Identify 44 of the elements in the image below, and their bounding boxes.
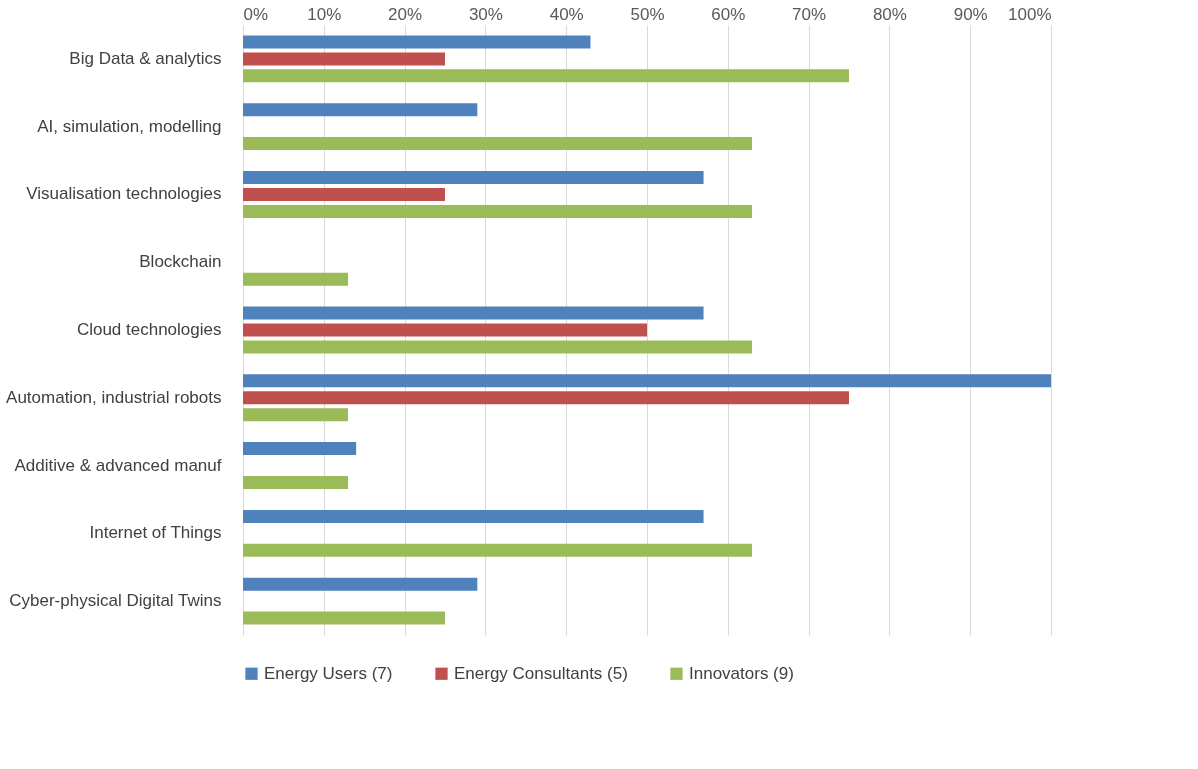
x-tick-label: 0% xyxy=(243,4,269,24)
bar xyxy=(243,476,349,489)
bar xyxy=(243,340,753,354)
x-tick-label: 80% xyxy=(872,4,907,24)
bar xyxy=(243,306,704,320)
bar xyxy=(243,272,349,286)
bar xyxy=(243,391,849,405)
x-tick-label: 50% xyxy=(630,4,665,24)
x-tick-label: 60% xyxy=(711,4,746,24)
bar xyxy=(243,408,349,422)
y-tick-label: Automation, industrial robots xyxy=(6,387,222,407)
bar xyxy=(243,374,1051,388)
y-tick-label: Internet of Things xyxy=(89,523,222,543)
y-tick-label: Big Data & analytics xyxy=(69,48,222,68)
bar xyxy=(243,577,478,591)
legend-label: Innovators (9) xyxy=(689,663,794,683)
bar xyxy=(243,171,704,184)
x-tick-label: 70% xyxy=(792,4,827,24)
bar xyxy=(243,103,478,117)
bar xyxy=(243,137,753,151)
y-tick-label: Additive & advanced manuf xyxy=(14,455,222,475)
y-tick-label: AI, simulation, modelling xyxy=(37,116,222,136)
x-tick-label: 10% xyxy=(307,4,342,24)
bar xyxy=(243,35,591,49)
bar xyxy=(243,543,753,557)
x-tick-label: 90% xyxy=(953,4,988,24)
y-tick-label: Cloud technologies xyxy=(76,320,222,339)
legend-label: Energy Consultants (5) xyxy=(454,663,628,683)
bar xyxy=(243,204,753,218)
x-tick-label: 20% xyxy=(388,4,423,24)
bar xyxy=(243,442,357,456)
x-tick-label: 40% xyxy=(549,4,584,24)
x-tick-label: 30% xyxy=(468,4,503,24)
y-tick-label: Blockchain xyxy=(139,252,222,272)
bar xyxy=(243,187,445,201)
bar xyxy=(243,323,647,337)
bar xyxy=(243,509,704,523)
x-tick-label: 100% xyxy=(1008,4,1052,24)
bar xyxy=(243,69,849,83)
bar xyxy=(243,611,445,625)
legend-label: Energy Users (7) xyxy=(264,663,393,683)
y-tick-label: Cyber-physical Digital Twins xyxy=(9,591,222,611)
y-tick-label: Visualisation technologies xyxy=(26,184,222,204)
bar xyxy=(243,52,445,66)
